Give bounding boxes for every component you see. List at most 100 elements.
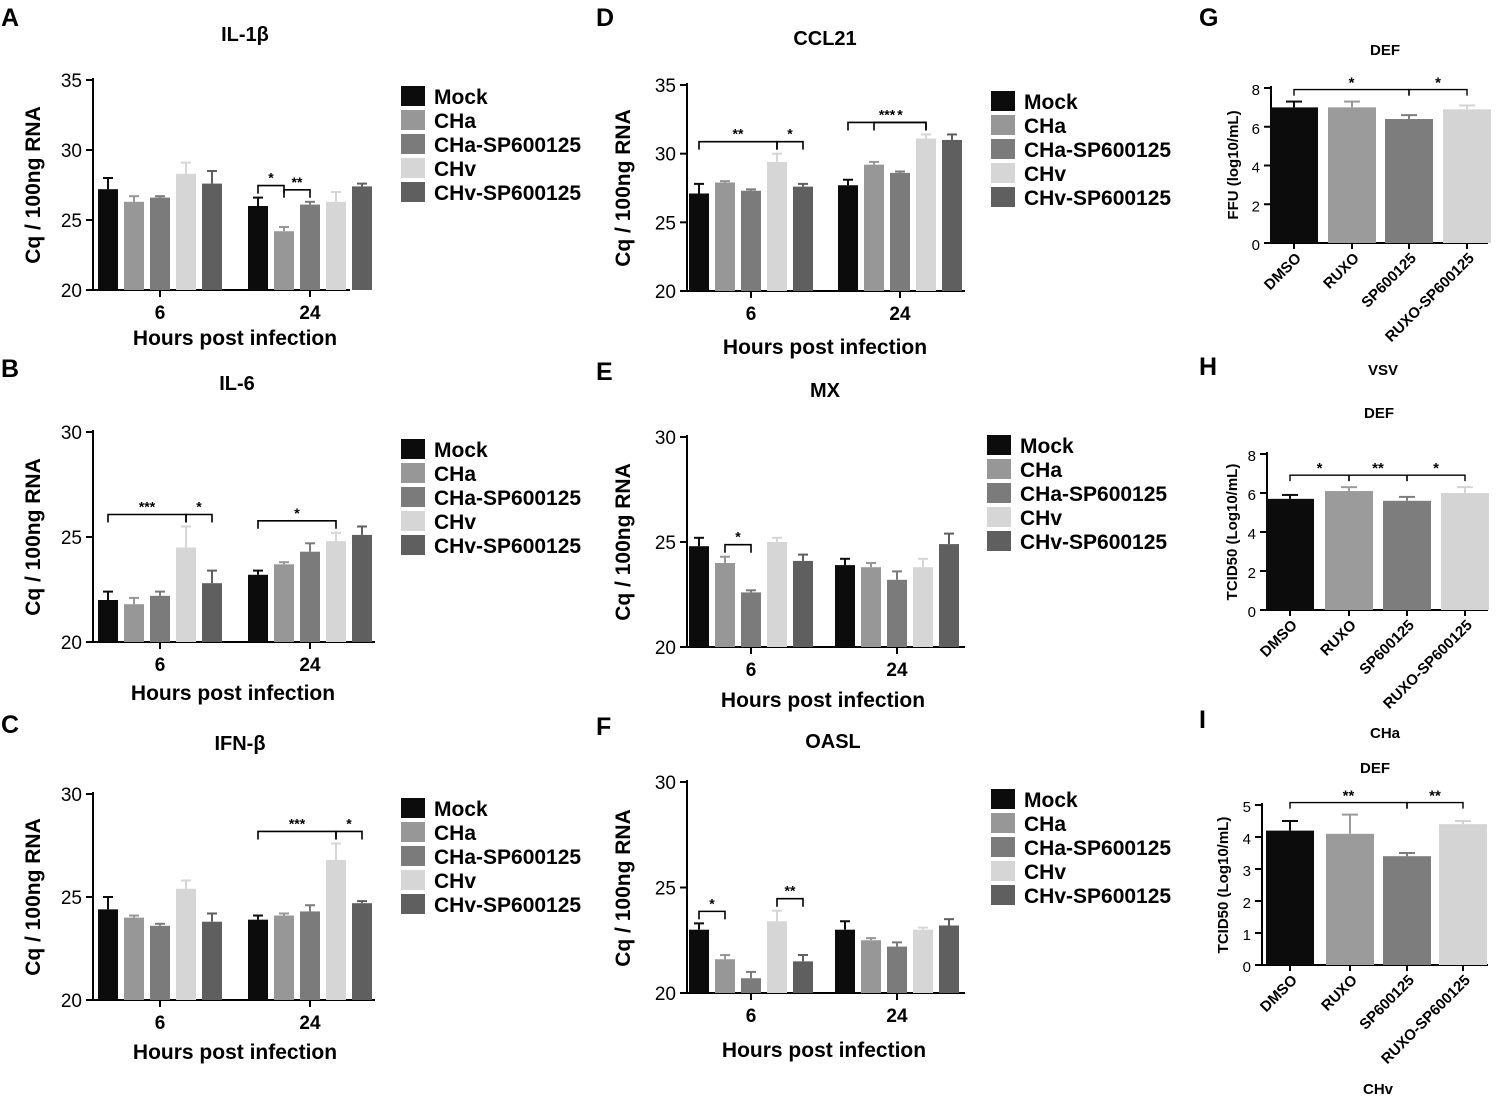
chart-d-legend-swatch [991,187,1015,207]
chart-b-legend-label: Mock [434,439,488,462]
chart-e-significance-bracket [724,543,752,553]
chart-i-subtitle: CHv [1363,1081,1394,1098]
chart-a-legend-label: Mock [434,86,488,109]
chart-h-subtitle: CHa [1370,725,1401,742]
chart-f-legend-label: CHv-SP600125 [1024,885,1171,908]
chart-i-y-axis-label: TCID50 (Log10/mL) [1215,817,1232,954]
chart-d-x-tick-label: 6 [746,304,757,325]
panel-letter-e: E [596,358,613,386]
chart-d-bar [838,185,858,291]
chart-b-x-axis-label: Hours post infection [131,682,335,705]
chart-b-title: IL-6 [219,373,255,395]
chart-d-bar [689,193,709,291]
chart-d-bar [767,161,787,291]
chart-d-legend-label: Mock [1024,91,1078,114]
chart-a-legend-swatch [401,158,425,178]
chart-d-significance-label: * [897,106,903,122]
chart-e-significance-label: * [735,529,741,545]
chart-i-x-tick-label: DMSO [1257,972,1301,1016]
chart-i-significance-label: ** [1343,788,1355,805]
chart-e-y-tick-label: 25 [655,533,676,554]
panel-letter-b: B [1,355,20,383]
chart-d-legend-swatch [991,163,1015,183]
chart-a-legend-swatch [401,134,425,154]
chart-b-bar [352,534,372,642]
chart-b-legend-label: CHa-SP600125 [434,487,581,510]
chart-g-y-tick-label: 0 [1252,237,1260,254]
chart-f-x-axis-label: Hours post infection [722,1039,926,1062]
chart-g-y-tick-label: 8 [1252,82,1260,99]
chart-i-y-tick-label: 0 [1243,959,1251,976]
chart-d-bar [793,186,813,291]
chart-b-significance-label: *** [139,499,156,515]
chart-d-x-tick-label: 24 [889,304,911,325]
chart-g-title: DEF [1370,42,1400,59]
chart-c-legend-swatch [401,822,425,842]
chart-d-bar [741,190,761,291]
chart-f-significance-label: ** [785,883,796,899]
chart-c-x-tick-label: 24 [299,1013,321,1034]
chart-e-x-axis-label: Hours post infection [721,689,925,712]
chart-a-legend-label: CHv [434,158,476,181]
chart-g-subtitle: VSV [1368,362,1398,379]
chart-b-x-tick-label: 6 [155,655,166,676]
chart-a-legend-swatch [401,86,425,106]
chart-c-bar [274,915,294,1000]
chart-b-bar [150,595,170,642]
chart-d-bar [715,182,735,291]
chart-c-bar [202,921,222,1000]
chart-d-significance-bracket [776,140,804,150]
chart-i-bar [1266,830,1314,965]
chart-e-bar [861,567,881,647]
chart-d-y-tick-label: 20 [655,282,676,303]
chart-h-title: DEF [1364,405,1394,422]
chart-c-x-tick-label: 6 [155,1013,166,1034]
chart-b-legend-swatch [401,535,425,555]
chart-e-bar [715,563,735,647]
chart-e-bar [793,560,813,647]
chart-f-bar [793,961,813,993]
chart-e-legend-swatch [987,459,1011,479]
chart-h-bar [1441,493,1489,610]
chart-d-significance-bracket [873,121,927,131]
chart-i-y-tick-label: 3 [1243,863,1251,880]
chart-b-legend-swatch [401,487,425,507]
chart-f-bar [767,921,787,993]
chart-f-bar [861,940,881,993]
chart-e-legend-swatch [987,483,1011,503]
chart-b-bar [124,604,144,642]
chart-i-y-tick-label: 1 [1243,927,1251,944]
chart-b-y-tick-label: 25 [61,528,82,549]
chart-f-legend-swatch [991,789,1015,809]
chart-h-y-tick-label: 0 [1248,604,1256,621]
chart-d-y-axis-label: Cq / 100ng RNA [612,109,635,267]
chart-h-significance-bracket [1406,474,1466,482]
chart-i-significance-label: ** [1429,788,1441,805]
chart-e-legend-label: CHv [1020,507,1062,530]
chart-h-bar [1266,498,1314,610]
chart-f-y-tick-label: 25 [655,879,676,900]
chart-d-y-tick-label: 25 [655,213,676,234]
chart-c-legend-label: Mock [434,798,488,821]
chart-g-significance-bracket [1408,88,1468,96]
chart-e-legend-label: Mock [1020,435,1074,458]
chart-f-bar [741,978,761,993]
chart-c-legend-label: CHv [434,870,476,893]
chart-c-significance-label: *** [289,815,306,831]
chart-e-x-tick-label: 6 [746,660,757,681]
chart-b-bar [300,551,320,642]
chart-f-legend-swatch [991,813,1015,833]
panel-letter-d: D [596,4,615,32]
chart-h-y-tick-label: 8 [1248,448,1256,465]
chart-f-significance-label: * [709,895,715,911]
chart-f-legend-swatch [991,861,1015,881]
chart-a-x-tick-label: 6 [155,303,166,324]
chart-f-bar [887,946,907,993]
chart-a-y-tick-label: 20 [61,281,82,302]
chart-e-y-axis-label: Cq / 100ng RNA [612,463,635,621]
chart-b-y-tick-label: 20 [61,633,82,654]
chart-c-bar [176,888,196,1000]
chart-d-title: CCL21 [793,28,856,50]
